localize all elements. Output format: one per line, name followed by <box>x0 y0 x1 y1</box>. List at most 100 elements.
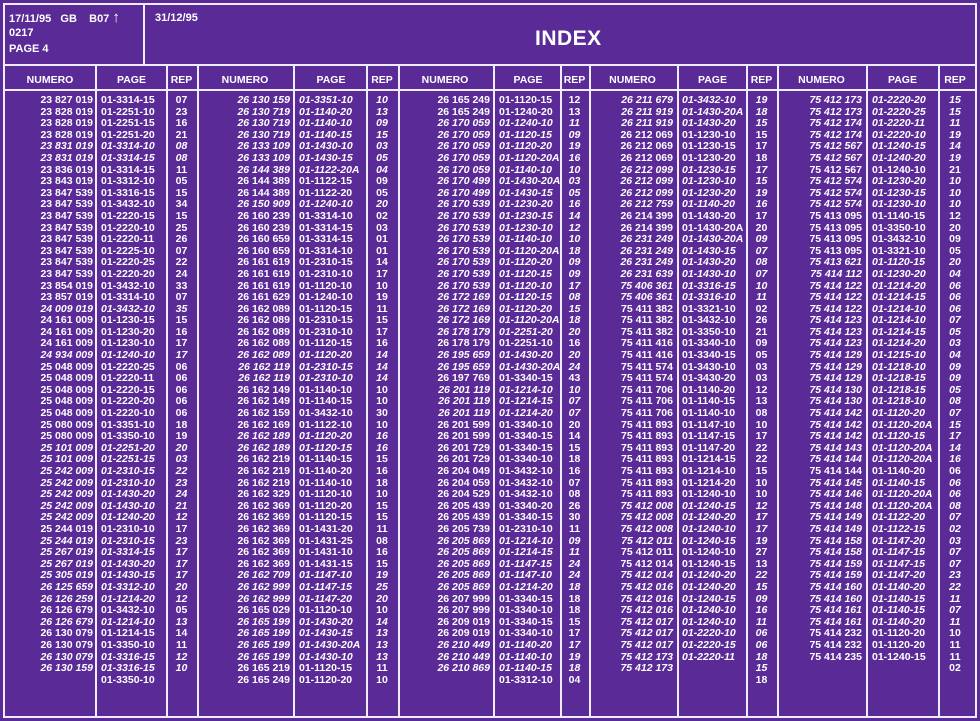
page-cell: 01-2220-20 <box>101 395 155 408</box>
numero-cell: 75 414 144 <box>809 465 862 477</box>
numero-cell: 25 048 009 <box>40 383 93 396</box>
numero-cell: 75 411 416 <box>621 349 673 362</box>
page-cell: 01-3316-15 <box>101 650 155 663</box>
rep-cell: 14 <box>949 441 961 454</box>
numero-cell: 75 414 160 <box>809 592 862 605</box>
page-cell: 01-3316-15 <box>101 186 155 199</box>
rep-cell: 21 <box>755 325 768 338</box>
numero-cell: 75 412 017 <box>620 638 673 651</box>
rep-cell: 18 <box>568 592 581 605</box>
numero-cell: 26 205 739 <box>437 522 490 535</box>
page-cell: 01-3312-10 <box>101 175 155 188</box>
page-cell: 01-1120-20A <box>872 441 933 454</box>
page-cell: 01-1120-15 <box>499 128 552 141</box>
numero-cell: 26 205 869 <box>437 569 490 582</box>
rep-cell: 22 <box>755 441 768 454</box>
numero-cell: 26 165 199 <box>237 638 290 651</box>
numero-cell: 75 413 095 <box>809 233 862 246</box>
numero-cell: 26 205 869 <box>437 546 490 559</box>
numero-cell: 26 160 239 <box>237 221 290 234</box>
numero-cell: 26 212 099 <box>620 175 673 188</box>
numero-cell: 75 414 130 <box>809 383 862 396</box>
rep-cell: 11 <box>949 117 961 130</box>
numero-cell: 75 412 016 <box>620 604 673 617</box>
page-cell: 01-1120-20A <box>499 314 560 327</box>
rep-cell: 13 <box>175 615 188 628</box>
numero-cell: 25 267 019 <box>40 546 93 559</box>
numero-cell: 75 414 122 <box>809 279 862 292</box>
page-cell: 01-1120-20A <box>872 488 933 501</box>
page-cell: 01-1120-20A <box>872 418 933 431</box>
rep-cell: 20 <box>755 221 768 234</box>
header-rep: REP <box>750 74 773 86</box>
rep-cell: 26 <box>755 314 768 327</box>
numero-cell: 75 414 123 <box>809 314 862 327</box>
page-cell: 01-1430-20 <box>682 256 736 269</box>
rep-cell: 04 <box>568 673 581 686</box>
rep-cell: 06 <box>949 291 961 304</box>
page-cell: 01-2220-11 <box>101 372 155 385</box>
numero-cell: 25 242 009 <box>40 499 93 512</box>
rep-cell: 08 <box>949 395 961 408</box>
page-cell: 01-1430-10 <box>299 650 353 663</box>
page-cell: 01-1240-15 <box>872 140 926 153</box>
page-cell: 01-1140-10 <box>499 163 552 176</box>
page-cell: 01-2310-15 <box>299 256 353 269</box>
page-cell: 01-3340-20 <box>499 499 553 512</box>
numero-cell: 26 162 369 <box>237 511 290 524</box>
page-cell: 01-1240-20 <box>872 151 926 164</box>
rep-cell: 19 <box>949 128 961 141</box>
page-cell: 01-2310-15 <box>101 534 155 547</box>
numero-cell: 26 172 169 <box>437 314 490 327</box>
page-cell: 01-1140-10 <box>299 383 353 396</box>
numero-cell: 75 412 017 <box>620 615 673 628</box>
numero-cell: 26 172 169 <box>437 291 490 304</box>
rep-cell: 19 <box>949 151 961 164</box>
rep-cell: 10 <box>376 673 388 686</box>
page-cell: 01-1240-20 <box>499 105 553 118</box>
page-cell: 01-1140-10 <box>499 233 552 246</box>
page-cell: 01-2310-10 <box>101 522 155 535</box>
numero-cell: 25 101 009 <box>40 453 93 466</box>
rep-cell: 10 <box>376 279 388 292</box>
numero-cell: 75 414 145 <box>809 476 862 489</box>
numero-cell: 75 412 567 <box>809 163 862 176</box>
page-cell: 01-1140-15 <box>872 592 925 605</box>
rep-cell: 09 <box>755 592 768 605</box>
numero-cell: 25 244 019 <box>40 522 93 535</box>
page-cell: 01-3340-15 <box>682 349 736 362</box>
rep-cell: 04 <box>949 267 961 280</box>
rep-cell: 19 <box>755 94 768 106</box>
numero-cell: 26 201 119 <box>438 383 490 396</box>
rep-cell: 16 <box>175 117 188 130</box>
page-cell: 01-1240-20 <box>101 511 155 524</box>
numero-cell: 75 413 621 <box>809 256 862 269</box>
numero-cell: 26 162 159 <box>237 407 290 420</box>
page-cell: 01-1140-20 <box>682 383 736 396</box>
page-cell: 01-1240-10 <box>682 604 736 617</box>
numero-cell: 23 857 019 <box>40 291 93 304</box>
numero-cell: 23 847 539 <box>40 209 93 222</box>
page-cell: 01-2220-15 <box>101 383 155 396</box>
numero-cell: 75 412 574 <box>809 175 862 188</box>
page-cell: 01-1147-15 <box>499 557 552 570</box>
page-cell: 01-1218-15 <box>872 372 926 385</box>
numero-cell: 26 201 729 <box>437 441 490 454</box>
numero-cell: 26 162 089 <box>237 302 290 315</box>
numero-cell: 26 162 119 <box>238 372 290 385</box>
page-cell: 01-1214-10 <box>499 383 553 396</box>
rep-cell: 11 <box>949 638 961 651</box>
numero-cell: 75 414 149 <box>809 522 862 535</box>
numero-column: 23 827 019 23 828 019 23 828 019 23 828 019… <box>7 94 93 675</box>
rep-cell: 09 <box>376 117 388 130</box>
numero-cell: 26 170 539 <box>437 279 490 292</box>
page-cell: 01-3314-15 <box>299 233 353 246</box>
rep-cell: 10 <box>949 175 961 188</box>
page-cell: 01-2220-25 <box>101 256 155 269</box>
rep-column: 19 18 15 15 17 18 17 15 19 16 17 20 09 07 08 07 10 11 02 26… <box>748 94 775 686</box>
rep-cell: 16 <box>568 337 581 350</box>
page-cell: 01-1120-20 <box>499 256 552 269</box>
rep-cell: 15 <box>568 302 581 315</box>
page-cell: 01-1140-15 <box>872 604 925 617</box>
rep-cell: 17 <box>568 638 581 651</box>
